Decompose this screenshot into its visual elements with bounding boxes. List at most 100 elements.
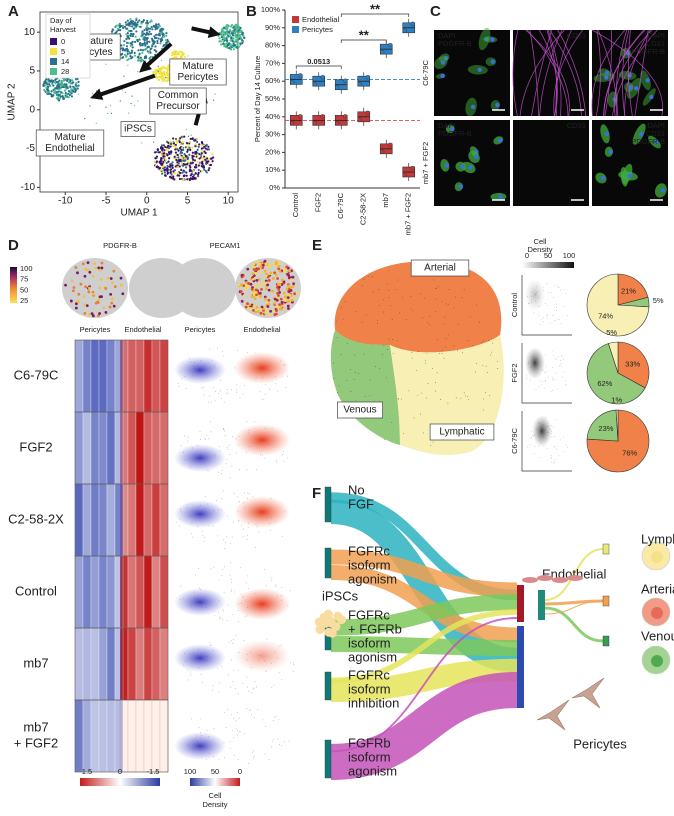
cell-dot — [226, 459, 228, 461]
cell-dot — [63, 77, 66, 80]
cell-dot — [385, 377, 387, 379]
colorbar — [80, 778, 160, 786]
cell-dot — [272, 720, 274, 722]
cell-dot — [100, 266, 104, 270]
x-tick-label: 0 — [144, 196, 150, 207]
cell-dot — [237, 693, 239, 695]
cell-dot — [190, 671, 192, 673]
cell-dot — [243, 36, 246, 39]
cell-dot — [285, 387, 287, 389]
cell-dot — [384, 439, 386, 440]
cell-dot — [205, 143, 208, 147]
cell-dot — [98, 268, 102, 272]
cell-dot — [237, 25, 240, 28]
cell-dot — [60, 82, 63, 85]
cell-dot — [255, 546, 257, 548]
cell-dot — [237, 520, 239, 522]
cell-dot — [198, 727, 200, 729]
cell-dot — [255, 278, 259, 282]
cell-dot — [268, 758, 270, 760]
cell-dot — [281, 535, 283, 537]
cell-dot — [476, 362, 477, 364]
cell-dot — [155, 150, 158, 154]
cell-dot — [261, 263, 265, 267]
cell-dot — [225, 462, 227, 464]
cell-dot — [546, 283, 548, 284]
cell-dot — [161, 32, 164, 35]
cell-dot — [398, 398, 400, 400]
cell-dot — [447, 334, 449, 336]
cell-dot — [263, 568, 265, 570]
cell-dot — [285, 265, 289, 269]
colorbar-title: Cell — [209, 791, 222, 800]
cell-dot — [203, 168, 206, 171]
cell-dot — [282, 280, 286, 284]
cell-dot — [123, 75, 125, 77]
cell-dot — [240, 567, 242, 569]
cell-dot — [242, 683, 244, 685]
nucleus — [440, 60, 446, 65]
cell-dot — [119, 276, 123, 280]
cell-dot — [134, 35, 137, 38]
cell-dot — [277, 288, 281, 291]
nucleus — [490, 37, 495, 42]
cell-dot — [265, 300, 269, 304]
cell-dot — [234, 35, 237, 38]
cell-dot — [194, 166, 197, 169]
cell-dot — [239, 397, 241, 399]
cell-dot — [275, 305, 279, 309]
cell-dot — [383, 345, 385, 347]
cell-dot — [246, 421, 248, 423]
cell-dot — [240, 299, 244, 303]
cell-dot — [427, 383, 429, 384]
pie-label: 62% — [597, 379, 612, 388]
cell-dot — [194, 150, 198, 153]
cell-dot — [547, 304, 548, 306]
heatmap-cell — [127, 699, 137, 773]
cell-dot — [252, 262, 256, 266]
cell-dot — [55, 80, 58, 84]
cell-dot — [194, 574, 196, 576]
density-blob — [174, 356, 226, 384]
cell-dot — [77, 80, 80, 83]
heatmap-row-border — [74, 699, 169, 773]
vessel — [529, 29, 540, 117]
density-blob — [174, 444, 226, 472]
pie-label: 5% — [606, 328, 617, 337]
cell-dot — [44, 90, 47, 93]
cell-dot — [174, 137, 178, 141]
cell-dot — [218, 759, 220, 761]
cell-dot — [162, 35, 166, 38]
cell-dot — [254, 681, 256, 683]
cell-dot — [371, 275, 373, 277]
cell-dot — [154, 45, 157, 48]
cell-dot — [188, 178, 191, 182]
cell-dot — [171, 161, 174, 164]
cell-dot — [538, 386, 540, 388]
cell-dot — [403, 432, 404, 434]
cell-dot — [467, 399, 469, 401]
cell-dot — [254, 310, 258, 314]
cluster-box — [120, 121, 156, 137]
cell-dot — [553, 314, 555, 316]
cell-dot — [246, 351, 248, 353]
cell-dot — [223, 38, 226, 41]
cell-dot — [550, 455, 552, 456]
cell-dot — [417, 394, 419, 396]
cell-dot — [264, 311, 268, 315]
cell-dot — [95, 122, 97, 124]
cell-dot — [82, 295, 86, 298]
cell-dot — [230, 590, 232, 592]
cell-dot — [210, 431, 212, 433]
cell-dot — [426, 353, 428, 355]
cell-dot — [83, 274, 87, 278]
cell-dot — [488, 340, 490, 341]
cell-dot — [214, 399, 216, 401]
cell-dot — [283, 295, 287, 299]
pie-label: 33% — [625, 359, 640, 368]
cell-dot — [278, 307, 282, 311]
cell-dot — [138, 38, 141, 41]
cell-dot — [151, 45, 154, 48]
cell-dot — [268, 266, 271, 269]
subtype-node — [602, 543, 610, 555]
